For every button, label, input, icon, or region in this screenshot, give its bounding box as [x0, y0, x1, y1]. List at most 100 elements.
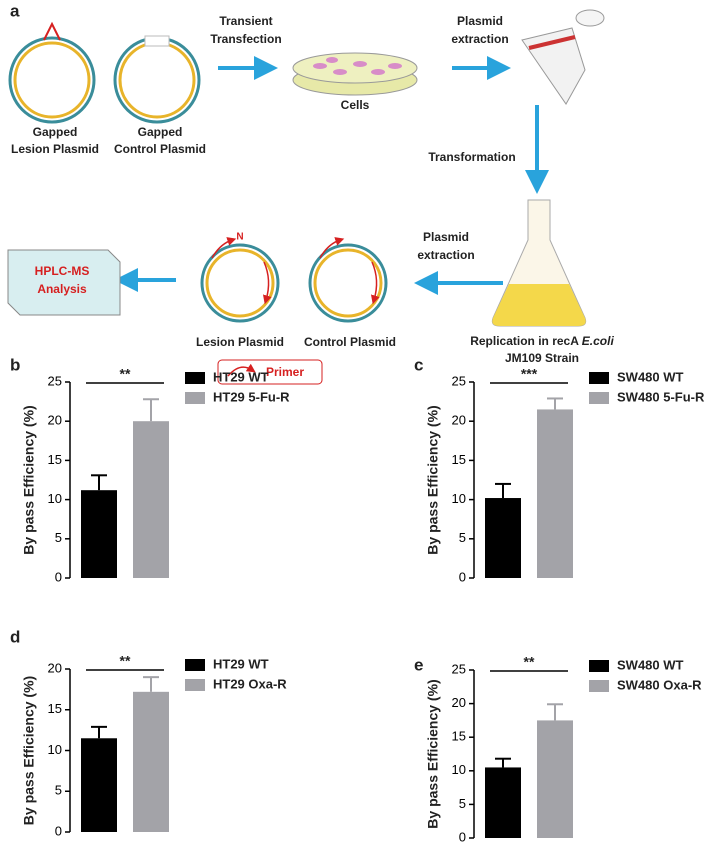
- caption: Lesion Plasmid: [196, 335, 284, 349]
- primer-arrow: [262, 261, 272, 305]
- legend-label: SW480 5-Fu-R: [617, 389, 705, 404]
- legend-label: SW480 WT: [617, 657, 684, 672]
- plasmid-strand: [313, 248, 383, 318]
- y-tick-label: 10: [48, 491, 62, 506]
- plasmid-strand: [13, 41, 91, 119]
- panel-label: b: [10, 355, 20, 374]
- legend-label: HT29 WT: [213, 656, 269, 671]
- caption: extraction: [417, 248, 474, 262]
- caption: Gapped: [33, 125, 78, 139]
- y-tick-label: 15: [452, 452, 466, 467]
- y-tick-label: 25: [452, 373, 466, 388]
- legend-label: HT29 5-Fu-R: [213, 389, 290, 404]
- legend-label: SW480 WT: [617, 369, 684, 384]
- caption: Control Plasmid: [114, 142, 206, 156]
- legend-label: SW480 Oxa-R: [617, 677, 702, 692]
- bar: [485, 767, 521, 838]
- primer-arrow: [370, 261, 380, 305]
- error-bar: [547, 703, 563, 721]
- bar: [133, 421, 169, 578]
- panel-label: c: [414, 355, 423, 374]
- lesion: [43, 21, 61, 41]
- error-bar: [495, 482, 511, 499]
- caption: extraction: [451, 32, 508, 46]
- charts: b By pass Efficiency (%) 0 5 10 15 20 25 HT29 WT…: [10, 355, 705, 844]
- panel-label: a: [10, 1, 20, 20]
- legend-swatch: [589, 680, 609, 692]
- error-bar: [91, 725, 107, 739]
- y-tick-label: 20: [48, 413, 62, 428]
- y-tick-label: 5: [459, 530, 466, 545]
- y-axis-label: By pass Efficiency (%): [21, 405, 37, 554]
- y-tick-label: 5: [55, 530, 62, 545]
- caption: Transformation: [428, 150, 515, 164]
- y-tick-label: 15: [48, 701, 62, 716]
- bar: [537, 409, 573, 578]
- gap: [144, 35, 170, 47]
- plasmid: [200, 243, 280, 323]
- y-tick-label: 15: [452, 729, 466, 744]
- caption: Transfection: [210, 32, 281, 46]
- primer-arrow: [211, 237, 237, 259]
- legend-label: HT29 WT: [213, 369, 269, 384]
- caption: Cells: [341, 98, 370, 112]
- bar: [81, 738, 117, 832]
- plasmid: [113, 36, 201, 124]
- caption: Replication in recA E.coli: [470, 334, 614, 348]
- plasmid-strand: [205, 248, 275, 318]
- legend-swatch: [589, 392, 609, 404]
- y-tick-label: 0: [459, 829, 466, 844]
- y-axis-label: By pass Efficiency (%): [425, 405, 441, 554]
- hplc-box: [7, 249, 121, 316]
- y-tick-label: 25: [452, 661, 466, 676]
- y-tick-label: 20: [452, 695, 466, 710]
- y-tick-label: 20: [48, 660, 62, 675]
- error-bar: [91, 474, 107, 491]
- plasmid: [308, 243, 388, 323]
- y-tick-label: 20: [452, 413, 466, 428]
- significance: **: [524, 654, 535, 670]
- legend-swatch: [589, 660, 609, 672]
- legend-swatch: [185, 372, 205, 384]
- cells: [313, 57, 402, 75]
- error-bar: [143, 398, 159, 422]
- y-tick-label: 25: [48, 373, 62, 388]
- caption: Primer: [266, 365, 304, 379]
- tube-band: [528, 35, 576, 50]
- primer-arrow: [319, 237, 345, 259]
- y-tick-label: 0: [459, 569, 466, 584]
- tube-cap: [575, 9, 605, 27]
- y-tick-label: 5: [459, 796, 466, 811]
- legend-swatch: [589, 372, 609, 384]
- y-axis-label: By pass Efficiency (%): [425, 679, 441, 828]
- diagram: a Gapped Lesion Plasmid Gapped Control P…: [7, 1, 614, 385]
- lesion-mark: N: [236, 232, 243, 243]
- caption: Transient: [219, 14, 272, 28]
- caption: Lesion Plasmid: [11, 142, 99, 156]
- primer-arrow: [227, 363, 256, 377]
- significance: **: [120, 653, 131, 669]
- y-axis-label: By pass Efficiency (%): [21, 676, 37, 825]
- caption: Plasmid: [423, 230, 469, 244]
- bar: [537, 720, 573, 838]
- legend-label: HT29 Oxa-R: [213, 676, 287, 691]
- caption-part: E.coli: [582, 334, 615, 348]
- caption: HPLC-MS: [35, 264, 90, 278]
- y-tick-label: 10: [48, 742, 62, 757]
- y-tick-label: 10: [452, 762, 466, 777]
- error-bar: [495, 757, 511, 768]
- y-tick-label: 0: [55, 823, 62, 838]
- caption: JM109 Strain: [505, 351, 579, 365]
- bar: [81, 490, 117, 578]
- y-tick-label: 0: [55, 569, 62, 584]
- y-tick-label: 15: [48, 452, 62, 467]
- plasmid-strand: [118, 41, 196, 119]
- significance: **: [120, 366, 131, 382]
- caption: Analysis: [37, 282, 87, 296]
- caption: Plasmid: [457, 14, 503, 28]
- legend-swatch: [185, 659, 205, 671]
- medium: [492, 284, 586, 326]
- caption: Gapped: [138, 125, 183, 139]
- y-tick-label: 5: [55, 783, 62, 798]
